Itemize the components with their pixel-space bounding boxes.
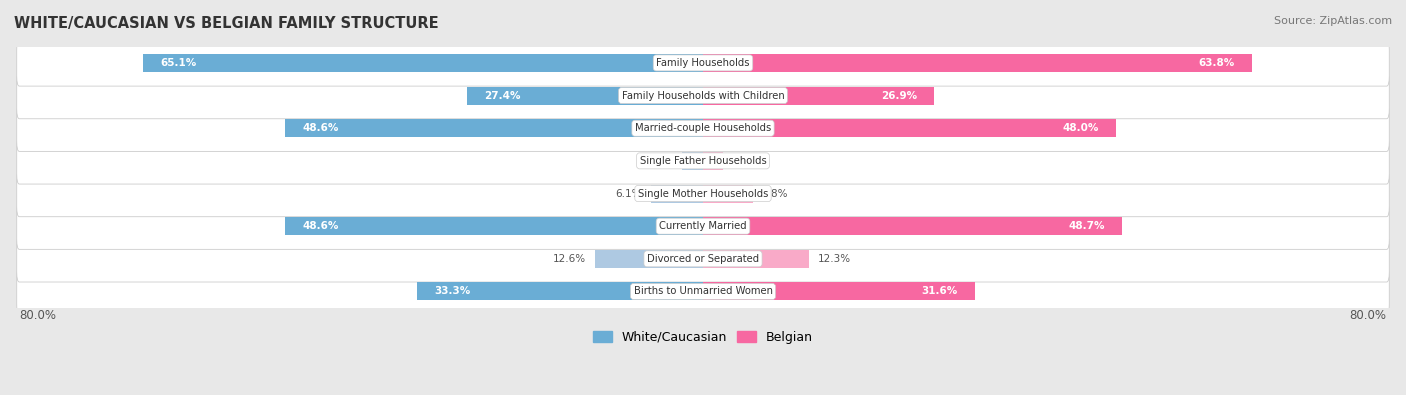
Legend: White/Caucasian, Belgian: White/Caucasian, Belgian	[588, 325, 818, 348]
Bar	[651, 184, 703, 203]
Text: 26.9%: 26.9%	[882, 90, 917, 101]
Text: 5.8%: 5.8%	[762, 188, 787, 199]
Bar	[595, 250, 703, 268]
FancyBboxPatch shape	[17, 268, 1389, 315]
Bar	[703, 282, 974, 301]
Text: 48.7%: 48.7%	[1069, 221, 1105, 231]
Text: Currently Married: Currently Married	[659, 221, 747, 231]
FancyBboxPatch shape	[17, 138, 1389, 184]
Text: 2.4%: 2.4%	[647, 156, 673, 166]
Text: 48.0%: 48.0%	[1062, 123, 1098, 133]
Text: WHITE/CAUCASIAN VS BELGIAN FAMILY STRUCTURE: WHITE/CAUCASIAN VS BELGIAN FAMILY STRUCT…	[14, 16, 439, 31]
Text: Source: ZipAtlas.com: Source: ZipAtlas.com	[1274, 16, 1392, 26]
Text: 12.6%: 12.6%	[553, 254, 586, 264]
Bar	[703, 87, 935, 105]
Text: 80.0%: 80.0%	[20, 309, 56, 322]
Text: 65.1%: 65.1%	[160, 58, 197, 68]
Text: Family Households with Children: Family Households with Children	[621, 90, 785, 101]
FancyBboxPatch shape	[17, 72, 1389, 119]
FancyBboxPatch shape	[17, 40, 1389, 86]
Bar	[285, 217, 703, 235]
Text: 27.4%: 27.4%	[485, 90, 522, 101]
Text: 63.8%: 63.8%	[1198, 58, 1234, 68]
Text: Single Mother Households: Single Mother Households	[638, 188, 768, 199]
Bar	[703, 119, 1116, 137]
Text: 6.1%: 6.1%	[616, 188, 643, 199]
FancyBboxPatch shape	[17, 170, 1389, 217]
Bar	[703, 250, 808, 268]
Text: Family Households: Family Households	[657, 58, 749, 68]
Text: 80.0%: 80.0%	[1350, 309, 1386, 322]
Bar	[467, 87, 703, 105]
Text: Births to Unmarried Women: Births to Unmarried Women	[634, 286, 772, 297]
Bar	[703, 54, 1251, 72]
Text: 12.3%: 12.3%	[817, 254, 851, 264]
FancyBboxPatch shape	[17, 203, 1389, 249]
Bar	[682, 152, 703, 170]
FancyBboxPatch shape	[17, 105, 1389, 151]
FancyBboxPatch shape	[17, 236, 1389, 282]
Bar	[703, 217, 1122, 235]
Text: Divorced or Separated: Divorced or Separated	[647, 254, 759, 264]
Bar	[703, 184, 752, 203]
Bar	[285, 119, 703, 137]
Text: 33.3%: 33.3%	[434, 286, 470, 297]
Bar	[416, 282, 703, 301]
Text: 48.6%: 48.6%	[302, 123, 339, 133]
Text: Single Father Households: Single Father Households	[640, 156, 766, 166]
Text: Married-couple Households: Married-couple Households	[636, 123, 770, 133]
Bar	[703, 152, 723, 170]
Bar	[143, 54, 703, 72]
Text: 31.6%: 31.6%	[921, 286, 957, 297]
Text: 48.6%: 48.6%	[302, 221, 339, 231]
Text: 2.3%: 2.3%	[731, 156, 758, 166]
